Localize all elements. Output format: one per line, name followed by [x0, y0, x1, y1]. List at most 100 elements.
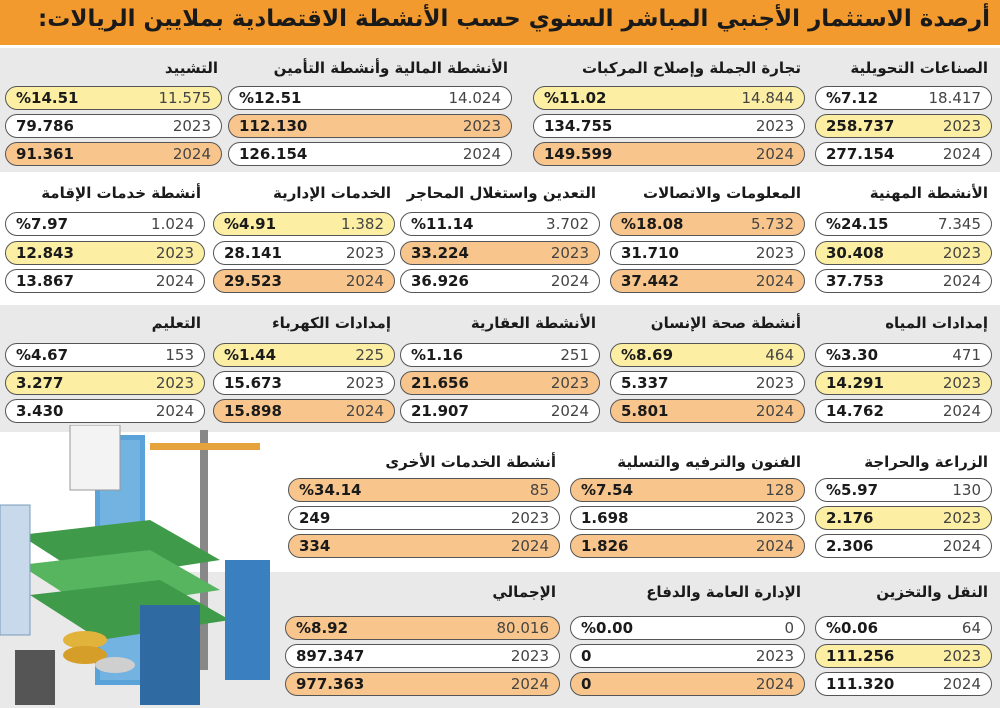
change-value: 153 [165, 346, 194, 364]
value: %4.67 [16, 346, 69, 364]
value-row: 126.154 2024 [228, 142, 512, 166]
year-label: 2024 [172, 145, 211, 163]
value: %14.51 [16, 89, 79, 107]
change-value: 14.024 [448, 89, 502, 107]
value-row: 134.755 2023 [533, 114, 805, 138]
card-title: إمدادات الكهرباء [271, 314, 391, 332]
year-label: 2023 [345, 374, 384, 392]
year-label: 2024 [942, 675, 981, 693]
value: %1.44 [224, 346, 277, 364]
value: 3.430 [16, 402, 64, 420]
value-row: %1.44 225 [213, 343, 395, 367]
crane-mast [200, 430, 208, 670]
value-row: 12.843 2023 [5, 241, 205, 265]
value: 37.753 [826, 272, 884, 290]
year-label: 2024 [942, 537, 981, 555]
value: 21.656 [411, 374, 469, 392]
year-label: 2024 [462, 145, 501, 163]
change-value: 64 [961, 619, 981, 637]
phone [0, 504, 31, 636]
card-title: الإجمالي [492, 583, 556, 601]
change-value: 14.844 [741, 89, 795, 107]
value-row: %24.15 7.345 [815, 212, 992, 236]
value-row: %3.30 471 [815, 343, 992, 367]
year-label: 2023 [942, 244, 981, 262]
value-row: 21.656 2023 [400, 371, 600, 395]
value-row: 91.361 2024 [5, 142, 222, 166]
value: 112.130 [239, 117, 308, 135]
value-row: 15.673 2023 [213, 371, 395, 395]
value: %8.69 [621, 346, 674, 364]
change-value: 11.575 [158, 89, 212, 107]
change-value: 128 [765, 481, 794, 499]
value: %5.97 [826, 481, 879, 499]
card-title: التشييد [164, 59, 218, 77]
year-label: 2023 [755, 647, 794, 665]
value: 258.737 [826, 117, 895, 135]
value: 134.755 [544, 117, 613, 135]
value: 0 [581, 647, 592, 665]
year-label: 2024 [755, 675, 794, 693]
card-title: الأنشطة المالية وأنشطة التأمين [273, 59, 508, 77]
value-row: %4.67 153 [5, 343, 205, 367]
value: 5.337 [621, 374, 669, 392]
value-row: %1.16 251 [400, 343, 600, 367]
value: 249 [299, 509, 331, 527]
year-label: 2023 [755, 117, 794, 135]
value-row: 14.762 2024 [815, 399, 992, 423]
value: 149.599 [544, 145, 613, 163]
value: 12.843 [16, 244, 74, 262]
card-title: الصناعات التحويلية [850, 59, 988, 77]
card-title: أنشطة الخدمات الأخرى [385, 453, 556, 471]
value: 5.801 [621, 402, 669, 420]
change-value: 85 [529, 481, 549, 499]
value: 14.762 [826, 402, 884, 420]
value: 977.363 [296, 675, 365, 693]
value-row: 977.363 2024 [285, 672, 560, 696]
year-label: 2023 [155, 244, 194, 262]
value: %7.97 [16, 215, 69, 233]
card-title: الإدارة العامة والدفاع [646, 583, 801, 601]
change-value: 1.382 [341, 215, 384, 233]
year-label: 2023 [755, 509, 794, 527]
card-title: التعدين واستغلال المحاجر [406, 184, 596, 202]
value: 334 [299, 537, 331, 555]
value-row: 33.224 2023 [400, 241, 600, 265]
year-label: 2024 [510, 537, 549, 555]
value-row: 36.926 2024 [400, 269, 600, 293]
year-label: 2023 [345, 244, 384, 262]
value: %1.16 [411, 346, 464, 364]
value: %24.15 [826, 215, 889, 233]
value-row: 3.277 2023 [5, 371, 205, 395]
value-row: 111.256 2023 [815, 644, 992, 668]
value: 91.361 [16, 145, 74, 163]
value-row: %7.54 128 [570, 478, 805, 502]
value-row: 21.907 2024 [400, 399, 600, 423]
coin [63, 631, 107, 649]
change-value: 464 [765, 346, 794, 364]
year-label: 2024 [155, 402, 194, 420]
value: 37.442 [621, 272, 679, 290]
year-label: 2024 [345, 272, 384, 290]
value-row: 31.710 2023 [610, 241, 805, 265]
value-row: %18.08 5.732 [610, 212, 805, 236]
card-title: الأنشطة المهنية [869, 184, 988, 202]
value-row: 5.337 2023 [610, 371, 805, 395]
value-row: %12.51 14.024 [228, 86, 512, 110]
value: 111.320 [826, 675, 895, 693]
card-title: الخدمات الإدارية [273, 184, 391, 202]
value-row: 1.826 2024 [570, 534, 805, 558]
year-label: 2023 [155, 374, 194, 392]
change-value: 80.016 [496, 619, 550, 637]
value: %18.08 [621, 215, 684, 233]
year-label: 2023 [462, 117, 501, 135]
value-row: 0 2024 [570, 672, 805, 696]
box [15, 650, 55, 705]
value-row: 897.347 2023 [285, 644, 560, 668]
value: %12.51 [239, 89, 302, 107]
card-title: الفنون والترفيه والتسلية [617, 453, 801, 471]
change-value: 225 [355, 346, 384, 364]
value: 897.347 [296, 647, 365, 665]
value: 1.826 [581, 537, 629, 555]
